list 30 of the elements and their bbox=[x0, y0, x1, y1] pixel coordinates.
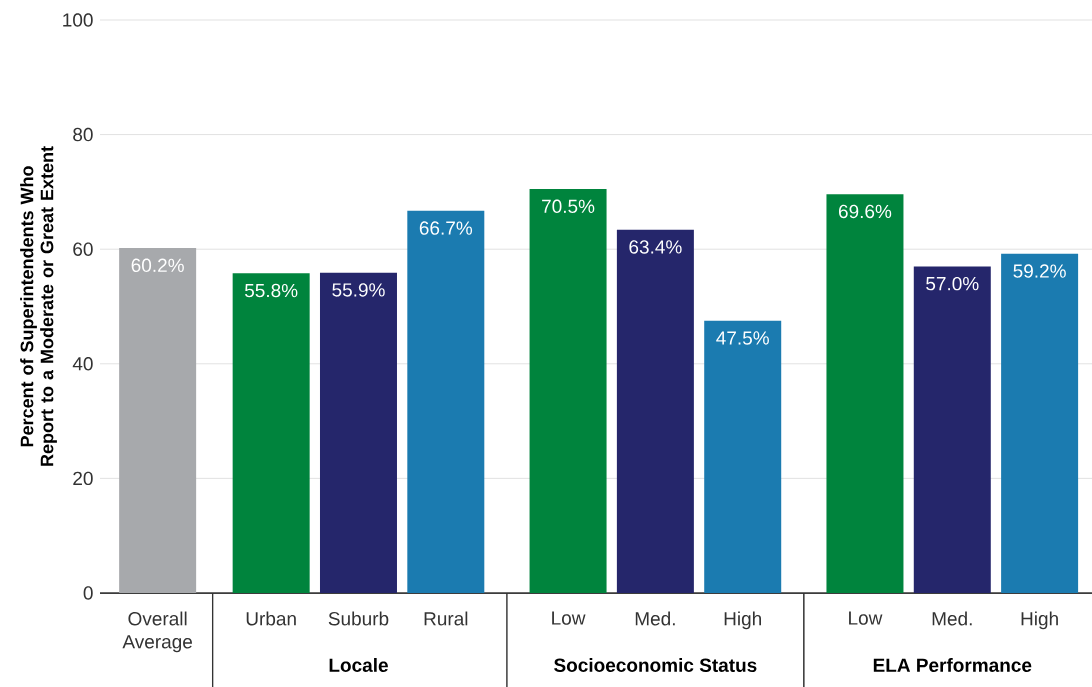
data-label: 47.5% bbox=[716, 331, 769, 345]
x-tick-label: High bbox=[1021, 611, 1058, 630]
text: Socioeconomic Status bbox=[554, 658, 757, 672]
data-label: 63.4% bbox=[629, 240, 682, 254]
data-label: 59.2% bbox=[1013, 264, 1066, 278]
data-label: 60.2% bbox=[131, 258, 184, 273]
y-tick-label: 20 bbox=[73, 471, 93, 486]
data-label: 66.7% bbox=[419, 221, 473, 235]
x-tick-label: Rural bbox=[424, 611, 468, 626]
x-tick-label: Low bbox=[849, 611, 883, 625]
data-label: 55.9% bbox=[332, 283, 385, 297]
x-tick-label: Overall Average bbox=[122, 611, 192, 653]
y-tick-label: 80 bbox=[73, 127, 93, 142]
y-tick-label: 100 bbox=[63, 13, 93, 27]
y-tick-label: 0 bbox=[83, 586, 93, 600]
x-tick-label: Med. bbox=[635, 611, 675, 626]
data-label: 57.0% bbox=[926, 276, 979, 291]
text: Locale bbox=[329, 658, 388, 672]
x-tick-label: High bbox=[724, 611, 761, 630]
text: ELA Performance bbox=[873, 658, 1032, 672]
data-label: 70.5% bbox=[542, 199, 595, 214]
y-axis-title: Percent of Superintendents Who Report to a Moderate or Great Extent bbox=[20, 146, 57, 466]
x-tick-label: Suburb bbox=[328, 611, 389, 626]
y-tick-label: 60 bbox=[73, 242, 93, 256]
x-tick-label: Med. bbox=[932, 611, 972, 626]
x-tick-label: Low bbox=[552, 611, 586, 625]
data-label: 69.6% bbox=[838, 204, 892, 219]
y-tick-label: 40 bbox=[72, 357, 93, 371]
data-label: 55.8% bbox=[244, 283, 298, 298]
x-tick-label: Urban bbox=[246, 611, 296, 626]
